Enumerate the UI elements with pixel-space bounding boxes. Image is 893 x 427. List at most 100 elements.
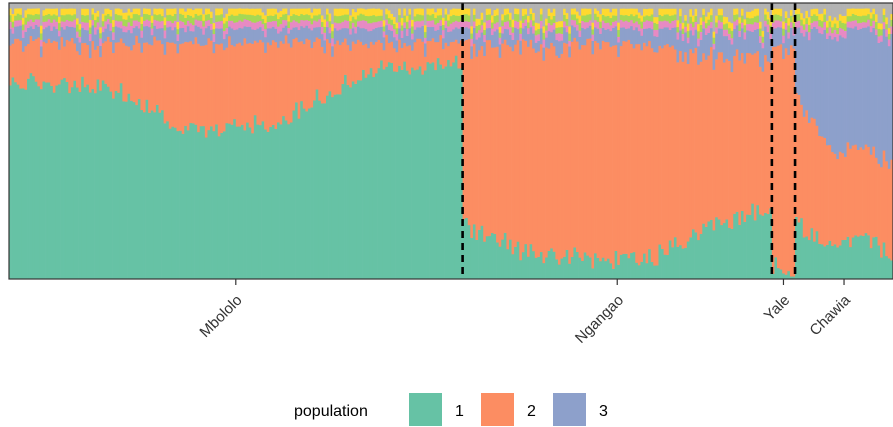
bar-segment-mbololo-125-k7 <box>331 3 335 25</box>
bar-segment-mbololo-157-k3 <box>413 29 417 43</box>
bar-segment-mbololo-125-k6 <box>331 23 335 32</box>
bar-segment-mbololo-159-k6 <box>418 8 422 15</box>
bar-segment-mbololo-168-k3 <box>441 38 445 50</box>
bar-segment-mbololo-5-k7 <box>21 3 25 18</box>
bar-segment-mbololo-42-k6 <box>117 8 121 16</box>
bar-segment-mbololo-19-k6 <box>57 16 61 24</box>
bar-segment-ngangao-53-k2 <box>599 49 603 262</box>
bar-segment-ngangao-80-k4 <box>668 22 672 30</box>
bar-segment-ngangao-118-k7 <box>766 3 770 12</box>
bar-segment-ngangao-107-k4 <box>738 30 742 37</box>
bar-segment-mbololo-59-k6 <box>161 8 164 17</box>
bar-segment-mbololo-163-k4 <box>429 20 433 28</box>
bar-segment-mbololo-24-k4 <box>70 21 74 27</box>
bar-segment-ngangao-48-k7 <box>586 3 590 9</box>
bar-segment-ngangao-23-k6 <box>521 8 525 16</box>
bar-segment-ngangao-18-k4 <box>508 26 512 36</box>
bar-segment-ngangao-81-k3 <box>671 27 675 46</box>
bar-segment-mbololo-57-k1 <box>155 104 159 280</box>
bar-segment-mbololo-157-k4 <box>413 21 417 30</box>
bar-segment-ngangao-78-k6 <box>663 8 667 15</box>
bar-segment-ngangao-49-k5 <box>588 13 592 21</box>
bar-segment-ngangao-77-k4 <box>661 21 664 29</box>
bar-segment-ngangao-47-k7 <box>583 3 587 9</box>
bar-segment-chawia-20-k1 <box>846 236 850 280</box>
bar-segment-mbololo-150-k2 <box>395 51 399 72</box>
bar-segment-ngangao-83-k6 <box>676 20 680 28</box>
bar-segment-mbololo-72-k5 <box>194 13 198 20</box>
bar-segment-chawia-28-k7 <box>867 3 871 9</box>
bar-segment-mbololo-114-k4 <box>302 20 306 28</box>
bar-segment-chawia-11-k7 <box>823 3 827 9</box>
bar-segment-mbololo-148-k4 <box>390 25 394 32</box>
bar-segment-mbololo-139-k2 <box>367 47 371 75</box>
bar-segment-mbololo-113-k2 <box>300 41 304 102</box>
bar-segment-chawia-9-k2 <box>818 135 822 244</box>
bar-segment-ngangao-36-k7 <box>555 3 559 23</box>
bar-segment-chawia-1-k4 <box>797 20 801 28</box>
bar-segment-mbololo-119-k2 <box>315 37 319 90</box>
bar-segment-mbololo-77-k7 <box>207 3 211 9</box>
bar-segment-mbololo-1-k6 <box>11 13 15 22</box>
bar-segment-mbololo-38-k6 <box>106 8 110 15</box>
bar-segment-mbololo-13-k2 <box>42 41 46 82</box>
bar-segment-chawia-9-k4 <box>818 26 822 34</box>
bar-segment-yale-6-k1 <box>787 270 791 280</box>
bar-segment-mbololo-134-k3 <box>354 33 358 44</box>
bar-segment-mbololo-144-k1 <box>380 60 384 280</box>
bar-segment-mbololo-66-k6 <box>179 8 183 14</box>
bar-segment-ngangao-19-k5 <box>511 26 515 33</box>
bar-segment-ngangao-71-k4 <box>645 20 649 29</box>
bar-segment-mbololo-90-k2 <box>240 45 244 125</box>
bar-segment-mbololo-110-k1 <box>292 110 296 280</box>
bar-segment-mbololo-9-k5 <box>32 14 36 23</box>
bar-segment-chawia-27-k5 <box>864 15 868 23</box>
bar-segment-ngangao-80-k1 <box>668 240 672 280</box>
bar-segment-chawia-26-k7 <box>862 3 865 9</box>
bar-segment-mbololo-108-k5 <box>287 21 291 29</box>
bar-segment-chawia-31-k6 <box>874 13 878 22</box>
bar-segment-mbololo-74-k7 <box>199 3 203 9</box>
bar-segment-mbololo-138-k2 <box>364 43 368 78</box>
bar-segment-ngangao-79-k7 <box>666 3 670 9</box>
bar-segment-chawia-4-k1 <box>805 236 809 280</box>
bar-segment-mbololo-73-k2 <box>197 43 201 133</box>
bar-segment-mbololo-153-k1 <box>403 61 407 280</box>
bar-segment-chawia-36-k1 <box>887 258 891 280</box>
bar-segment-mbololo-151-k7 <box>398 3 402 9</box>
bar-segment-mbololo-101-k3 <box>269 28 273 46</box>
bar-segment-mbololo-16-k4 <box>50 22 54 31</box>
bar-segment-mbololo-168-k6 <box>441 17 445 25</box>
bar-segment-mbololo-58-k3 <box>158 28 162 41</box>
bar-segment-ngangao-56-k5 <box>606 15 610 23</box>
bar-segment-chawia-32-k2 <box>877 163 881 246</box>
bar-segment-ngangao-44-k6 <box>576 11 579 19</box>
bar-segment-ngangao-99-k2 <box>717 52 721 220</box>
bar-segment-ngangao-16-k4 <box>503 21 507 29</box>
bar-segment-mbololo-136-k6 <box>359 8 363 14</box>
bar-segment-ngangao-65-k1 <box>630 252 634 280</box>
bar-segment-mbololo-33-k3 <box>94 34 97 50</box>
bar-segment-mbololo-64-k6 <box>173 8 177 14</box>
bar-segment-chawia-12-k2 <box>825 145 829 246</box>
bar-segment-ngangao-7-k2 <box>480 45 484 226</box>
bar-segment-chawia-6-k6 <box>810 9 814 16</box>
bar-segment-chawia-11-k4 <box>823 21 827 30</box>
bar-segment-mbololo-143-k7 <box>377 3 381 9</box>
bar-segment-mbololo-32-k4 <box>91 19 95 26</box>
bar-segment-mbololo-155-k3 <box>408 27 412 46</box>
bar-segment-mbololo-116-k6 <box>307 8 311 16</box>
bar-segment-ngangao-60-k3 <box>617 42 621 57</box>
bar-segment-mbololo-91-k6 <box>243 8 247 15</box>
bar-segment-mbololo-48-k6 <box>132 8 136 15</box>
bar-segment-mbololo-8-k5 <box>29 14 33 20</box>
bar-segment-mbololo-73-k7 <box>197 3 201 9</box>
bar-segment-ngangao-49-k3 <box>588 25 592 39</box>
bar-segment-ngangao-17-k4 <box>506 21 510 30</box>
bar-segment-ngangao-94-k2 <box>704 59 708 227</box>
bar-segment-ngangao-101-k1 <box>722 222 726 280</box>
bar-segment-ngangao-65-k6 <box>630 8 634 15</box>
bar-segment-ngangao-34-k6 <box>550 12 554 20</box>
bar-segment-chawia-18-k2 <box>841 152 845 241</box>
bar-segment-mbololo-148-k2 <box>390 41 394 64</box>
